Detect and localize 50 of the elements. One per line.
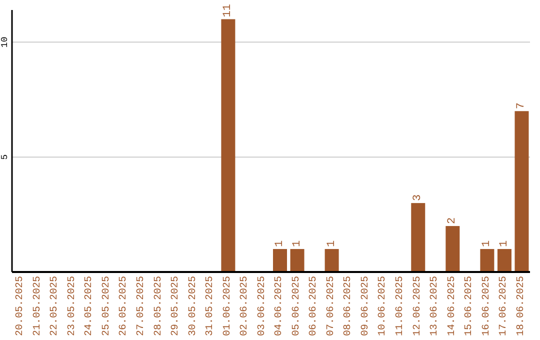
x-tick-label: 14.06.2025	[446, 276, 458, 336]
bar	[221, 19, 236, 272]
x-tick-label: 02.06.2025	[240, 276, 251, 336]
x-tick-label: 05.06.2025	[291, 276, 302, 336]
data-label: 1	[326, 240, 338, 248]
x-tick-label: 18.06.2025	[516, 276, 527, 336]
x-tick-label: 13.06.2025	[430, 276, 441, 336]
x-tick-label: 11.06.2025	[395, 276, 406, 336]
data-label: 1	[291, 240, 304, 248]
y-tick-label: 10	[0, 36, 10, 48]
x-tick-label: 26.05.2025	[118, 276, 130, 336]
x-tick-label: 29.05.2025	[170, 276, 182, 336]
data-label: 7	[516, 102, 528, 110]
x-tick-label: 20.05.2025	[15, 276, 26, 336]
x-tick-label: 22.05.2025	[50, 276, 61, 336]
bar	[411, 203, 426, 272]
x-tick-label: 17.06.2025	[498, 276, 510, 336]
data-label: 1	[274, 240, 286, 248]
x-tick-label: 03.06.2025	[256, 276, 268, 336]
data-label: 1	[498, 240, 510, 248]
bar	[324, 249, 339, 272]
x-tick-label: 07.06.2025	[326, 276, 337, 336]
x-tick-label: 21.05.2025	[32, 276, 44, 336]
x-tick-label: 23.05.2025	[66, 276, 78, 336]
data-label: 11	[222, 4, 234, 18]
bar	[290, 249, 304, 272]
y-tick-label: 5	[0, 154, 10, 160]
x-tick-label: 31.05.2025	[205, 276, 216, 336]
x-tick-label: 09.06.2025	[360, 276, 372, 336]
bar	[514, 111, 529, 272]
data-label: 2	[446, 217, 459, 224]
x-tick-label: 08.06.2025	[343, 276, 354, 336]
x-tick-label: 25.05.2025	[101, 276, 112, 336]
data-label: 3	[412, 194, 424, 202]
x-tick-label: 24.05.2025	[84, 276, 96, 336]
x-tick-label: 01.06.2025	[222, 276, 234, 336]
bar	[480, 249, 494, 272]
x-tick-label: 16.06.2025	[481, 276, 492, 336]
x-tick-label: 12.06.2025	[412, 276, 424, 336]
bar	[497, 249, 512, 272]
x-tick-label: 27.05.2025	[136, 276, 147, 336]
x-tick-label: 04.06.2025	[274, 276, 286, 336]
x-tick-label: 10.06.2025	[378, 276, 389, 336]
x-tick-label: 06.06.2025	[308, 276, 320, 336]
bar	[273, 249, 287, 272]
x-tick-label: 28.05.2025	[153, 276, 164, 336]
x-tick-label: 15.06.2025	[464, 276, 476, 336]
bar	[446, 226, 460, 272]
data-label: 1	[481, 240, 494, 248]
x-tick-label: 30.05.2025	[188, 276, 199, 336]
